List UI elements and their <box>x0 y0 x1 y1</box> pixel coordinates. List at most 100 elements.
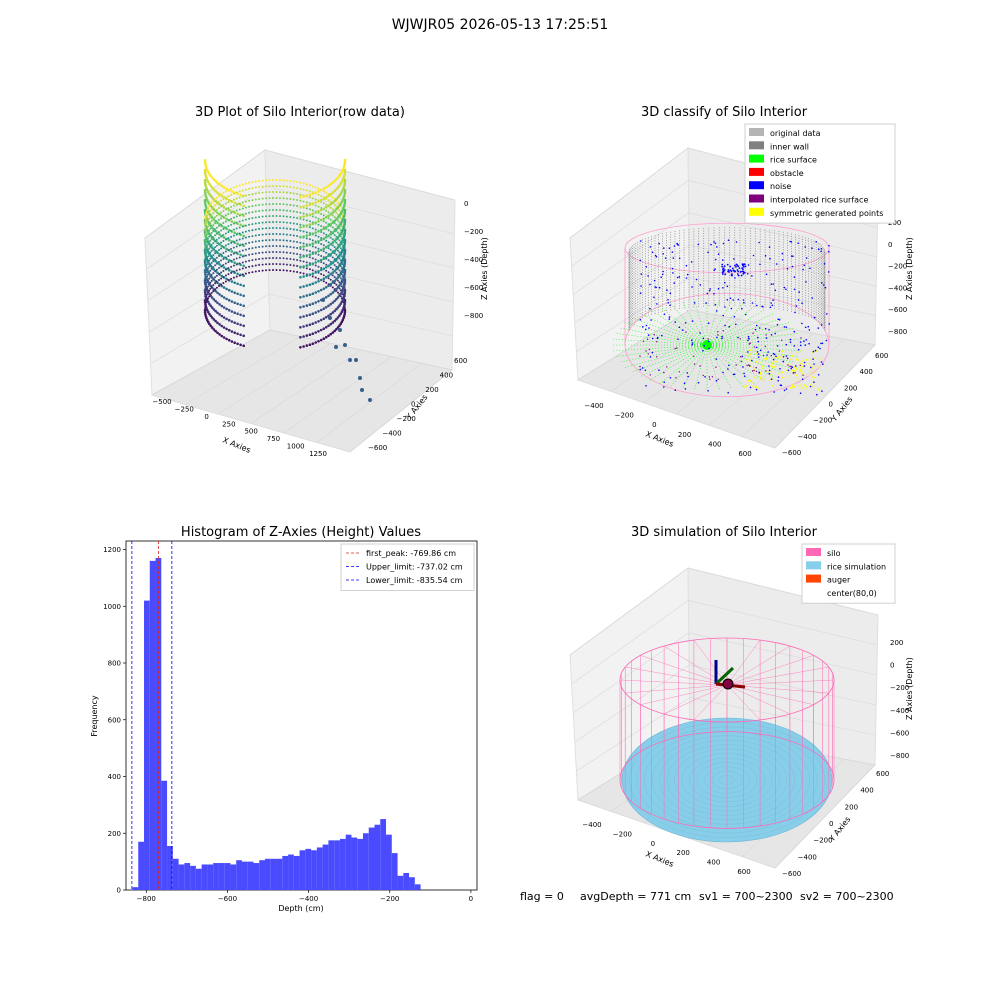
data-point <box>227 328 231 332</box>
noise-point <box>697 381 700 384</box>
data-point <box>265 179 267 182</box>
histogram-bar <box>207 864 214 890</box>
data-point <box>242 264 245 268</box>
noise-point <box>642 326 644 328</box>
noise-point <box>789 341 792 344</box>
noise-point <box>822 363 824 365</box>
data-point <box>244 248 247 251</box>
data-point <box>238 238 241 241</box>
data-point <box>261 263 264 266</box>
data-point <box>342 276 345 280</box>
data-point <box>227 238 231 242</box>
data-point <box>311 202 315 205</box>
grid-lines <box>144 149 456 453</box>
noise-point <box>709 288 711 290</box>
x-axis-label: X Axies <box>644 850 675 869</box>
data-point <box>311 272 315 276</box>
data-point <box>212 230 215 233</box>
interpolated-point <box>709 378 711 380</box>
data-point <box>254 234 257 237</box>
noise-point <box>735 266 737 268</box>
data-point <box>218 285 220 287</box>
data-point <box>299 346 302 349</box>
data-point <box>205 295 208 298</box>
noise-point <box>772 283 774 285</box>
data-point <box>327 274 330 278</box>
data-point <box>220 283 223 286</box>
data-point <box>220 217 223 220</box>
data-point <box>241 183 244 186</box>
noise-point <box>759 349 762 352</box>
noise-point <box>743 263 746 266</box>
data-point <box>279 269 281 272</box>
data-point <box>212 318 216 321</box>
noise-point <box>794 311 796 314</box>
data-point <box>340 225 343 228</box>
data-point <box>216 191 219 195</box>
noise-point <box>761 305 763 308</box>
data-point <box>222 270 225 272</box>
data-point <box>214 216 217 219</box>
data-point <box>207 273 209 276</box>
data-point <box>338 264 341 267</box>
noise-point <box>751 359 753 362</box>
data-point <box>342 186 345 190</box>
data-point <box>343 232 347 236</box>
data-point <box>333 246 336 249</box>
data-point <box>204 269 207 272</box>
silo-roof-wire <box>726 684 790 715</box>
symmetric-point <box>806 362 809 365</box>
data-point <box>212 290 215 293</box>
data-point <box>336 196 340 199</box>
x-tick-labels: −800 −600 −400 −200 0 <box>137 890 473 903</box>
noise-point <box>674 321 676 323</box>
x-tick: 0 <box>652 421 656 429</box>
data-point <box>331 331 335 334</box>
data-point <box>212 178 216 181</box>
silo-roof-wire <box>726 666 829 686</box>
data-point <box>214 222 217 225</box>
data-point <box>282 209 285 212</box>
data-point <box>299 316 302 319</box>
data-point <box>224 190 227 193</box>
data-point <box>232 276 235 279</box>
data-point <box>311 282 315 286</box>
auger-axis-y <box>714 666 735 686</box>
data-point <box>215 226 218 229</box>
data-point <box>251 247 254 250</box>
data-point <box>210 255 213 258</box>
data-point <box>333 249 337 253</box>
data-point <box>275 233 278 235</box>
data-point <box>204 293 207 296</box>
data-point <box>317 340 320 343</box>
data-point <box>319 328 323 332</box>
data-point <box>227 225 230 228</box>
grid-line <box>689 664 877 706</box>
data-point <box>325 233 328 236</box>
data-point <box>343 238 347 242</box>
data-point <box>341 293 344 296</box>
data-point <box>292 240 295 243</box>
data-point <box>329 182 333 186</box>
data-point <box>343 310 347 314</box>
symmetric-point <box>795 358 798 361</box>
data-point <box>230 193 233 196</box>
data-point <box>212 328 216 331</box>
rice-surface-points <box>612 338 708 346</box>
data-point <box>239 333 242 337</box>
noise-point <box>746 273 749 275</box>
interpolated-point <box>746 364 748 367</box>
histogram-bar <box>409 877 415 890</box>
data-point <box>227 243 230 246</box>
data-point <box>340 320 344 324</box>
data-point <box>322 280 325 283</box>
noise-point <box>779 368 781 370</box>
data-point <box>204 183 207 186</box>
interpolated-point <box>675 377 677 379</box>
data-point <box>327 334 330 338</box>
data-point <box>209 263 212 266</box>
noise-point <box>817 248 820 250</box>
data-point <box>268 263 271 266</box>
data-point <box>327 194 330 198</box>
